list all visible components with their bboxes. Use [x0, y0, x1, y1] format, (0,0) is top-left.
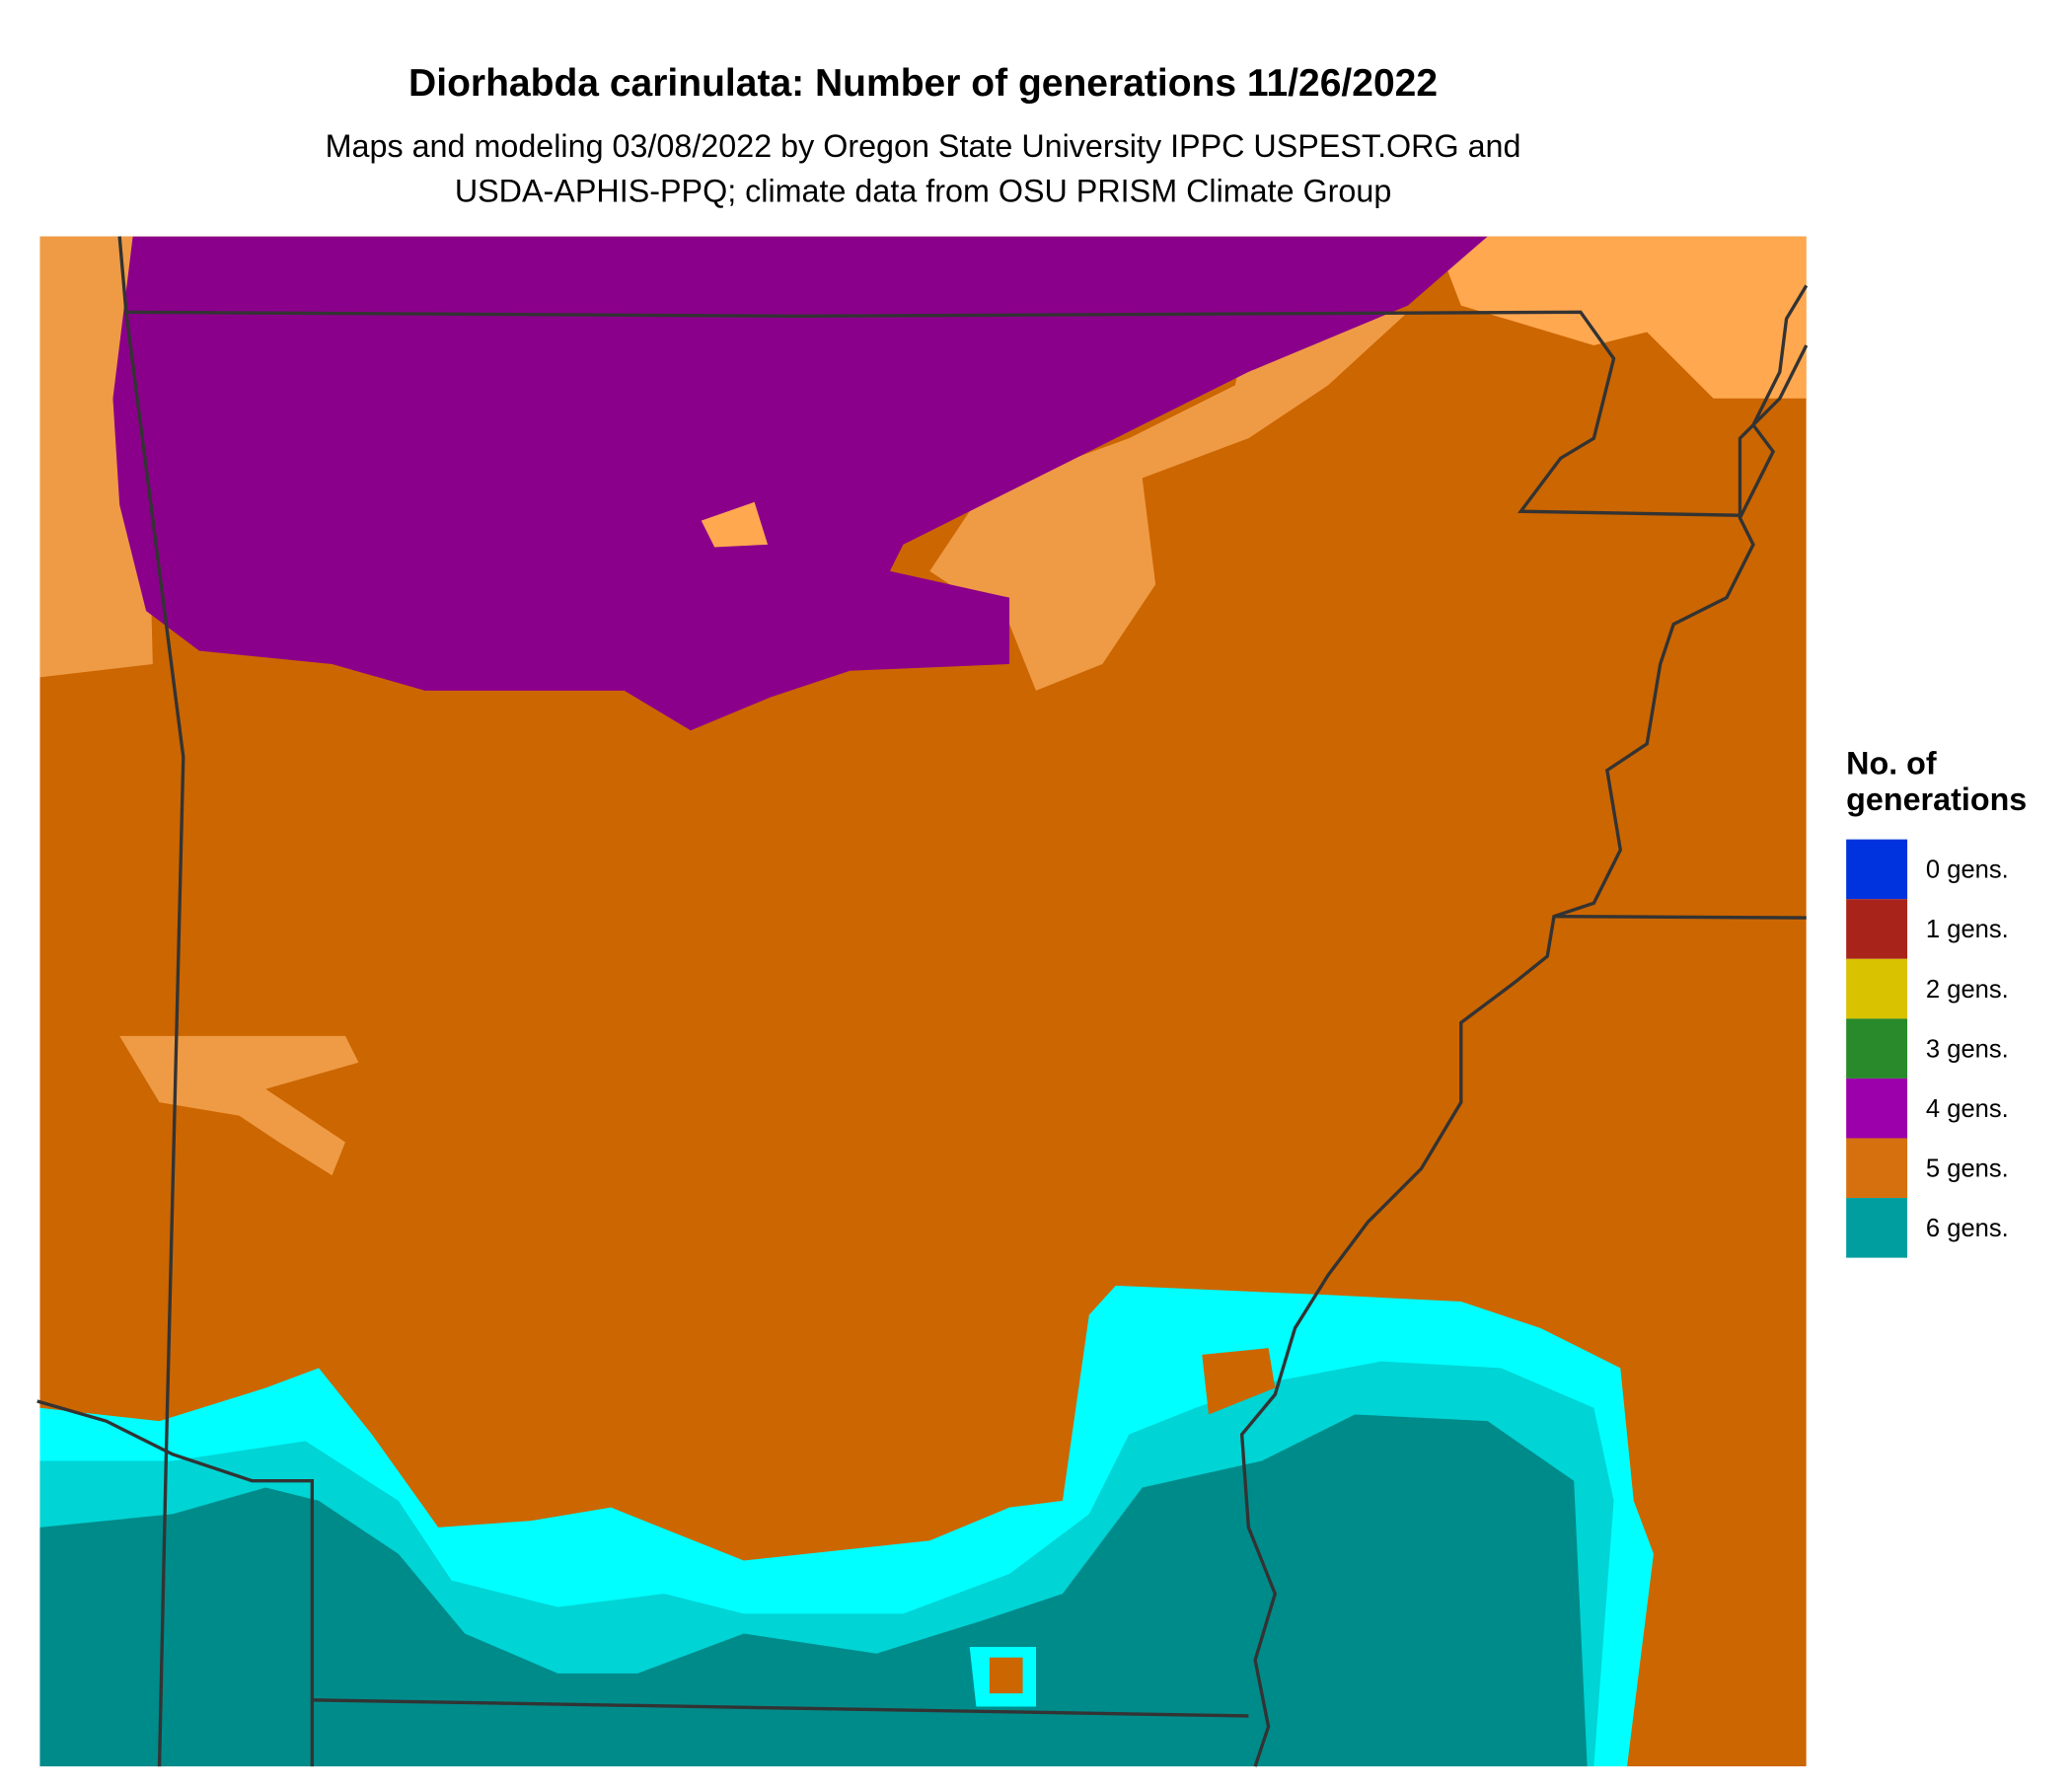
- legend-title: No. of generations: [1846, 746, 2028, 819]
- boundaries: [37, 236, 1809, 1767]
- legend-swatch: [1846, 1138, 1908, 1199]
- legend: No. of generations 0 gens. 1 gens. 2 gens.…: [1846, 746, 2028, 1258]
- legend-label: 5 gens.: [1926, 1155, 2009, 1183]
- legend-swatch: [1846, 1198, 1908, 1258]
- legend-swatch: [1846, 899, 1908, 959]
- legend-title-box: No. of generations: [1846, 746, 2028, 819]
- legend-swatch: [1846, 1018, 1908, 1079]
- region-5-gens: [989, 1657, 1023, 1694]
- legend-label: 2 gens.: [1926, 976, 2009, 1004]
- region-5-gens: [1202, 1348, 1276, 1415]
- boundary-line: [1239, 284, 1809, 1767]
- map-subtitle: Maps and modeling 03/08/2022 by Oregon S…: [326, 128, 1521, 164]
- boundary-line: [117, 236, 185, 1767]
- legend-label: 3 gens.: [1926, 1035, 2009, 1063]
- region-4-gens: [112, 236, 1488, 731]
- map-subtitle: USDA-APHIS-PPQ; climate data from OSU PR…: [455, 174, 1391, 209]
- region-5-gens-light: [701, 501, 769, 548]
- boundary-line: [37, 1399, 315, 1767]
- region-6-gens: [39, 1414, 1588, 1767]
- map-raster: [37, 236, 1809, 1767]
- region-5-gens-light: [1434, 236, 1807, 399]
- region-5-gens-light: [119, 1035, 359, 1176]
- legend-label: 1 gens.: [1926, 916, 2009, 943]
- legend-swatch: [1846, 839, 1908, 900]
- region-5-gens-light: [929, 312, 1408, 691]
- boundary-line: [1553, 915, 1807, 920]
- legend-label: 0 gens.: [1926, 857, 2009, 884]
- boundary-line: [312, 1698, 1249, 1718]
- legend-label: 6 gens.: [1926, 1215, 2009, 1242]
- legend-label: 4 gens.: [1926, 1095, 2009, 1123]
- legend-swatch: [1846, 1078, 1908, 1139]
- map-title: Diorhabda carinulata: Number of generati…: [408, 62, 1438, 105]
- legend-swatch: [1846, 958, 1908, 1019]
